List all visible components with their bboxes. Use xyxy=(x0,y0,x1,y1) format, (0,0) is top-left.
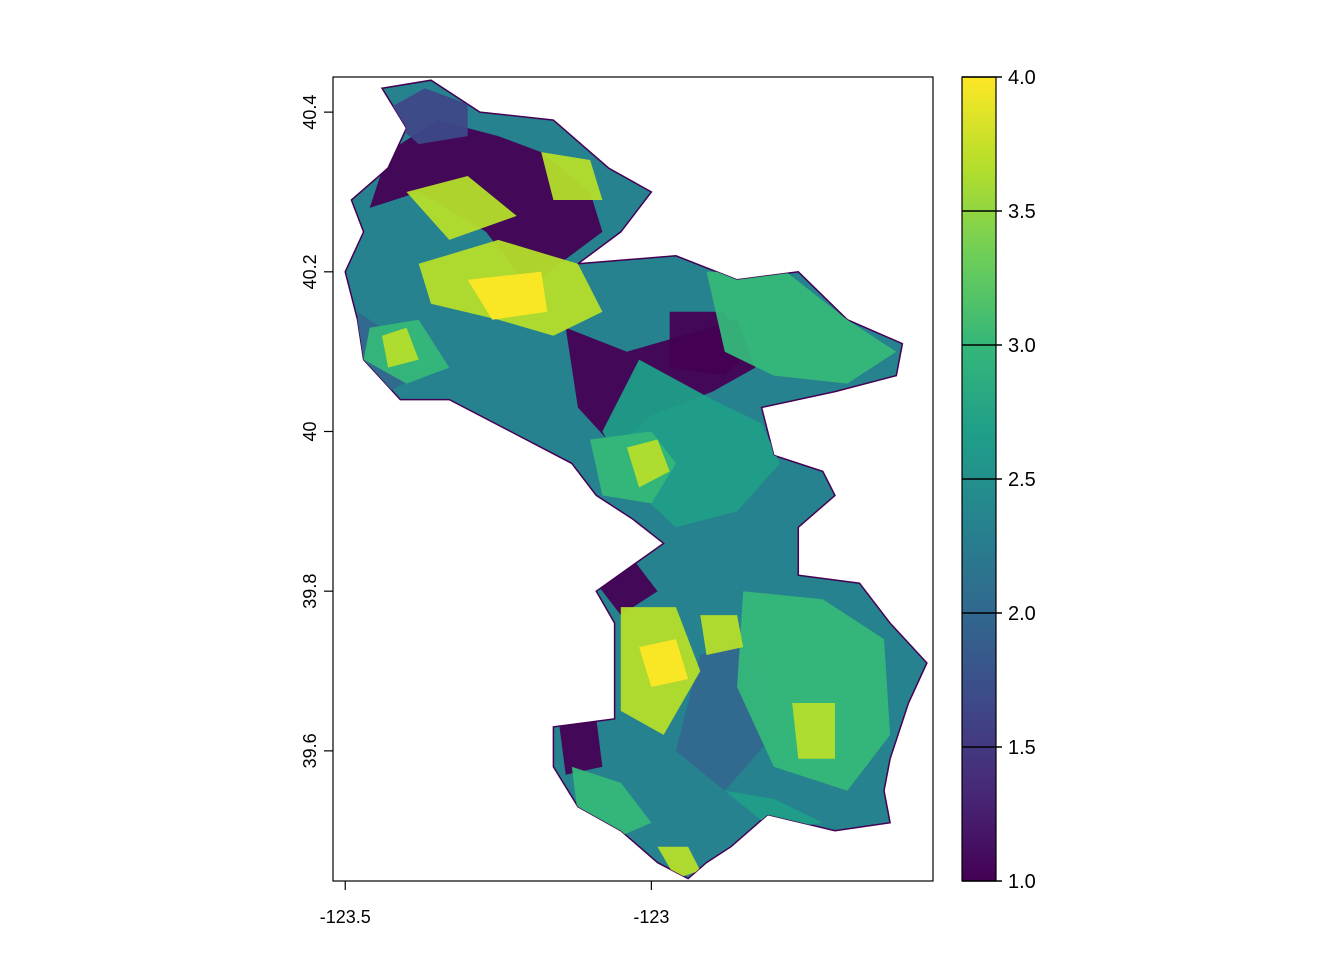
legend-tick-label: 2.0 xyxy=(1008,603,1036,625)
raster-zone xyxy=(657,846,701,879)
raster-zone xyxy=(737,591,891,791)
y-tick-label: 40.4 xyxy=(300,95,320,130)
plot-frame xyxy=(332,76,934,882)
legend-tick-label: 3.0 xyxy=(1008,335,1036,357)
map-panel: -123.5 -123 39.6 39.8 40 40.2 40.4 xyxy=(300,76,934,927)
y-tick-label: 39.6 xyxy=(300,733,320,768)
raster-zone xyxy=(700,615,744,655)
y-tick-label: 40.2 xyxy=(300,254,320,289)
legend-tick-label: 1.0 xyxy=(1008,871,1036,893)
raster-zone xyxy=(626,439,670,488)
raster-zone xyxy=(792,703,835,759)
x-tick-label: -123.5 xyxy=(320,907,371,927)
legend-tick-label: 4.0 xyxy=(1008,67,1036,89)
raster-zone xyxy=(467,271,548,320)
legend-tick-label: 1.5 xyxy=(1008,737,1036,759)
raster-zone xyxy=(639,639,689,687)
raster-zone xyxy=(724,790,823,831)
y-tick-label: 40 xyxy=(300,421,320,441)
y-tick-label: 39.8 xyxy=(300,574,320,609)
legend-ticks: 1.0 1.5 2.0 2.5 3.0 3.5 4.0 xyxy=(962,67,1036,893)
x-axis: -123.5 -123 xyxy=(320,881,669,927)
y-axis: 39.6 39.8 40 40.2 40.4 xyxy=(300,95,333,768)
raster-layer xyxy=(344,79,928,880)
legend-tick-label: 3.5 xyxy=(1008,201,1036,223)
raster-zone xyxy=(559,718,603,775)
color-legend: 1.0 1.5 2.0 2.5 3.0 3.5 4.0 xyxy=(961,67,1036,893)
raster-zone xyxy=(382,327,419,368)
x-tick-label: -123 xyxy=(633,907,669,927)
legend-tick-label: 2.5 xyxy=(1008,469,1036,491)
raster-zone xyxy=(706,271,897,384)
raster-zone xyxy=(406,176,517,240)
zones xyxy=(357,88,897,879)
raster-zone xyxy=(541,152,603,200)
